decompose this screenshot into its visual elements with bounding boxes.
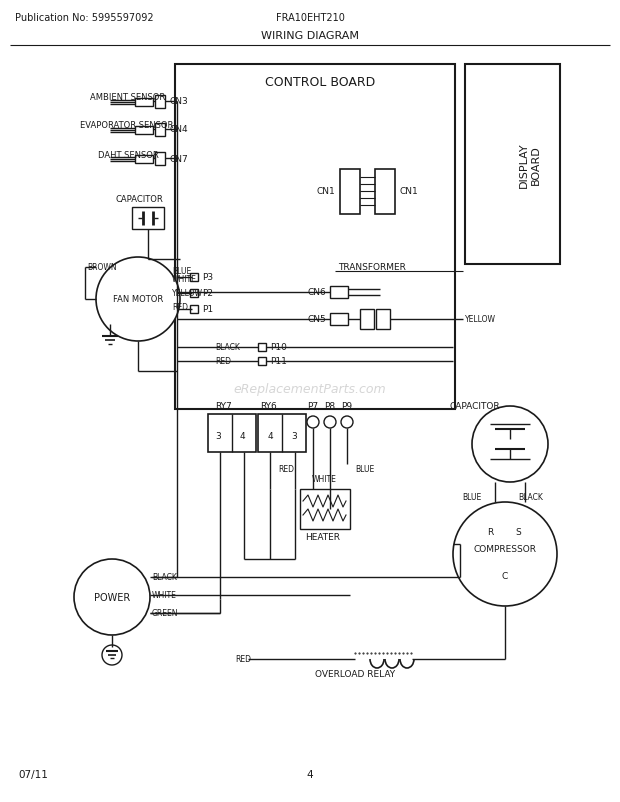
Bar: [208, 415, 256, 452]
Bar: [465, 65, 560, 265]
Bar: [190, 290, 198, 298]
Text: CONTROL BOARD: CONTROL BOARD: [265, 75, 375, 88]
Text: GREEN: GREEN: [152, 609, 179, 618]
Bar: [132, 208, 164, 229]
Text: P10: P10: [270, 343, 287, 352]
Text: RY6: RY6: [260, 402, 277, 411]
Text: 4: 4: [267, 432, 273, 441]
Text: S: S: [515, 528, 521, 537]
Text: WHITE: WHITE: [172, 275, 197, 284]
Text: P11: P11: [270, 357, 287, 366]
Text: C: C: [502, 572, 508, 581]
Text: HEATER: HEATER: [305, 533, 340, 542]
Text: EVAPORATOR SENSOR: EVAPORATOR SENSOR: [80, 121, 174, 131]
Text: BLUE: BLUE: [355, 465, 374, 474]
Text: RED: RED: [278, 465, 294, 474]
Text: P2: P2: [202, 290, 213, 298]
Text: eReplacementParts.com: eReplacementParts.com: [234, 383, 386, 396]
Bar: [155, 96, 165, 109]
Bar: [190, 306, 198, 314]
Text: DAHT SENSOR: DAHT SENSOR: [98, 150, 159, 160]
Text: CN7: CN7: [169, 154, 188, 164]
Text: P3: P3: [202, 273, 213, 282]
Bar: [155, 153, 165, 166]
Bar: [258, 358, 266, 366]
Text: WHITE: WHITE: [312, 475, 337, 484]
Text: BLACK: BLACK: [518, 493, 543, 502]
Text: 3: 3: [215, 432, 221, 441]
Circle shape: [96, 257, 180, 342]
Text: YELLOW: YELLOW: [465, 315, 496, 324]
Bar: [175, 65, 455, 410]
Text: CN6: CN6: [308, 288, 326, 297]
Text: CN4: CN4: [169, 125, 188, 134]
Bar: [300, 489, 350, 529]
Circle shape: [102, 645, 122, 665]
Text: Publication No: 5995597092: Publication No: 5995597092: [15, 13, 154, 23]
Bar: [375, 170, 395, 215]
Text: POWER: POWER: [94, 592, 130, 602]
Text: CN1: CN1: [400, 187, 419, 196]
Text: BROWN: BROWN: [87, 263, 117, 272]
Text: CN3: CN3: [169, 97, 188, 107]
Bar: [155, 124, 165, 137]
Text: BLUE: BLUE: [462, 493, 481, 502]
Text: 07/11: 07/11: [18, 769, 48, 779]
Bar: [330, 286, 348, 298]
Circle shape: [324, 416, 336, 428]
Bar: [340, 170, 360, 215]
Text: TRANSFORMER: TRANSFORMER: [338, 263, 406, 272]
Text: P8: P8: [324, 402, 335, 411]
Text: DISPLAY
BOARD: DISPLAY BOARD: [519, 142, 541, 188]
Circle shape: [341, 416, 353, 428]
Text: RED: RED: [215, 357, 231, 366]
Text: 3: 3: [291, 432, 297, 441]
Bar: [330, 314, 348, 326]
Circle shape: [74, 559, 150, 635]
Text: CN1: CN1: [316, 187, 335, 196]
Text: P9: P9: [342, 402, 353, 411]
Circle shape: [307, 416, 319, 428]
Text: BLUE: BLUE: [172, 267, 191, 276]
Bar: [258, 343, 266, 351]
Bar: [135, 127, 153, 135]
Text: FRA10EHT210: FRA10EHT210: [275, 13, 345, 23]
Text: P7: P7: [308, 402, 319, 411]
Text: CAPACITOR: CAPACITOR: [115, 195, 162, 205]
Text: CN5: CN5: [308, 315, 326, 324]
Text: RY7: RY7: [215, 402, 232, 411]
Circle shape: [472, 407, 548, 482]
Text: BLACK: BLACK: [215, 343, 240, 352]
Text: R: R: [487, 528, 494, 537]
Text: RED: RED: [172, 303, 188, 312]
Text: RED: RED: [235, 654, 251, 664]
Bar: [135, 99, 153, 107]
Bar: [360, 310, 374, 330]
Bar: [190, 273, 198, 282]
Text: CAPACITOR: CAPACITOR: [450, 402, 500, 411]
Text: AMBIENT SENSOR: AMBIENT SENSOR: [90, 93, 166, 103]
Text: 4: 4: [239, 432, 245, 441]
Text: WIRING DIAGRAM: WIRING DIAGRAM: [261, 31, 359, 41]
Text: YELLOW: YELLOW: [172, 290, 203, 298]
Bar: [258, 415, 306, 452]
Text: BLACK: BLACK: [152, 573, 177, 581]
Text: COMPRESSOR: COMPRESSOR: [474, 545, 536, 554]
Text: WHITE: WHITE: [152, 591, 177, 600]
Text: P1: P1: [202, 305, 213, 314]
Bar: [376, 310, 390, 330]
Bar: [135, 156, 153, 164]
Text: 4: 4: [307, 769, 313, 779]
Circle shape: [453, 502, 557, 606]
Text: FAN MOTOR: FAN MOTOR: [113, 295, 163, 304]
Text: OVERLOAD RELAY: OVERLOAD RELAY: [315, 670, 395, 678]
